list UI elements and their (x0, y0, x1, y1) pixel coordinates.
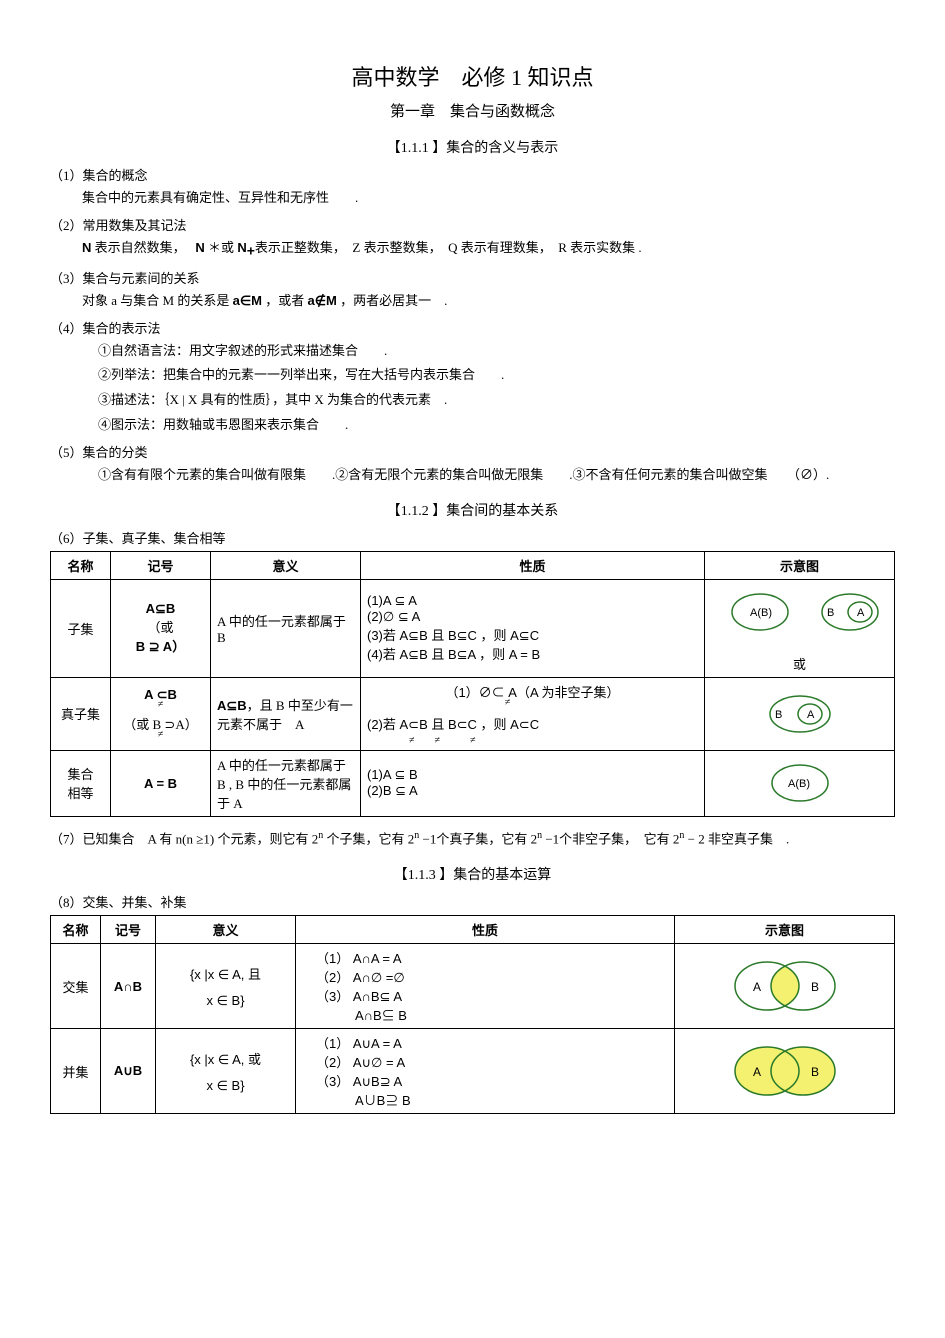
th-name: 名称 (51, 551, 111, 579)
th-sym: 记号 (101, 916, 156, 944)
th-prop: 性质 (361, 551, 705, 579)
cell-name: 子集 (51, 579, 111, 677)
p4-3: ③描述法：｛X | X 具有的性质｝，其中 X 为集合的代表元素 . (50, 390, 895, 411)
p1-body: 集合中的元素具有确定性、互异性和无序性 . (50, 188, 895, 209)
page-title: 高中数学 必修 1 知识点 (50, 60, 895, 92)
section-112: 【1.1.2 】集合间的基本关系 (50, 500, 895, 520)
p4-4: ④图示法：用数轴或韦恩图来表示集合 . (50, 415, 895, 436)
cell-meaning: {x |x ∈ A, 且 x ∈ B} (156, 944, 296, 1029)
th-prop: 性质 (296, 916, 675, 944)
p5-head: （5）集合的分类 (50, 442, 895, 461)
table-row: 并集 A∪B {x |x ∈ A, 或 x ∈ B} （1） A∪A = A （… (51, 1029, 895, 1114)
table-header-row: 名称 记号 意义 性质 示意图 (51, 916, 895, 944)
relations-table: 名称 记号 意义 性质 示意图 子集 A⊆B （或 B ⊇ A） A 中的任一元… (50, 551, 895, 817)
section-111: 【1.1.1 】集合的含义与表示 (50, 137, 895, 157)
cell-name: 真子集 (51, 677, 111, 750)
p2-head: （2）常用数集及其记法 (50, 215, 895, 234)
section-113: 【1.1.3 】集合的基本运算 (50, 864, 895, 884)
svg-text:A(B): A(B) (750, 607, 772, 619)
cell-name: 交集 (51, 944, 101, 1029)
p2-body: N 表示自然数集， N ＊或 N+表示正整数集， Z 表示整数集， Q 表示有理… (50, 238, 895, 262)
venn-equal-icon: A(B) (755, 758, 845, 808)
cell-sym: A ⊂B ≠ （或 B ⊃A） ≠ (111, 677, 211, 750)
svg-text:A: A (857, 607, 865, 619)
venn-subset-icon: A(B) B A (715, 584, 885, 654)
cell-name: 并集 (51, 1029, 101, 1114)
th-diag: 示意图 (675, 916, 895, 944)
cell-sym: A∩B (101, 944, 156, 1029)
p4-2: ②列举法：把集合中的元素一一列举出来，写在大括号内表示集合 . (50, 365, 895, 386)
cell-meaning: {x |x ∈ A, 或 x ∈ B} (156, 1029, 296, 1114)
venn-union-icon: A B (705, 1036, 865, 1106)
svg-text:A: A (753, 1065, 761, 1079)
svg-text:A(B): A(B) (788, 778, 810, 790)
svg-text:A: A (753, 980, 761, 994)
svg-text:A: A (807, 709, 815, 721)
cell-meaning: A⊆BA⊆B，且 B 中至少有一元素不属于 A，且 B 中至少有一元素不属于 A (211, 677, 361, 750)
th-meaning: 意义 (156, 916, 296, 944)
cell-prop: (1)A ⊆ A (2)∅ ⊆ A (3)若 A⊆B 且 B⊆C ，则 A⊆C … (361, 579, 705, 677)
svg-text:B: B (811, 980, 819, 994)
table-row: 子集 A⊆B （或 B ⊇ A） A 中的任一元素都属于 B (1)A ⊆ A … (51, 579, 895, 677)
table-row: 真子集 A ⊂B ≠ （或 B ⊃A） ≠ A⊆BA⊆B，且 B 中至少有一元素… (51, 677, 895, 750)
th-sym: 记号 (111, 551, 211, 579)
p4-1: ①自然语言法：用文字叙述的形式来描述集合 . (50, 341, 895, 362)
cell-diag: B A (705, 677, 895, 750)
cell-prop: （1）∅⊂ A（A 为非空子集） ≠ (2)若 A⊂B 且 B⊂C ，则 A⊂C… (361, 677, 705, 750)
cell-sym: A = B (111, 750, 211, 816)
table-row: 集合 相等 A = B A 中的任一元素都属于 B , B 中的任一元素都属于 … (51, 750, 895, 816)
chapter-title: 第一章 集合与函数概念 (50, 100, 895, 121)
cell-prop: （1） A∪A = A （2） A∪∅ = A （3） A∪B⊇ A A∪B⊇ … (296, 1029, 675, 1114)
p3-body: 对象 a 与集合 M 的关系是 a∈M ，或者 a∉M ，两者必居其一 . (50, 291, 895, 312)
p1-head: （1）集合的概念 (50, 165, 895, 184)
svg-text:B: B (811, 1065, 819, 1079)
p7: （7）已知集合 A 有 n(n ≥1) 个元素，则它有 2n 个子集，它有 2n… (50, 827, 895, 851)
p5-body: ①含有有限个元素的集合叫做有限集 .②含有无限个元素的集合叫做无限集 .③不含有… (50, 465, 895, 486)
cell-sym: A⊆B （或 B ⊇ A） (111, 579, 211, 677)
cell-name: 集合 相等 (51, 750, 111, 816)
cell-meaning: A 中的任一元素都属于 B , B 中的任一元素都属于 A (211, 750, 361, 816)
venn-intersection-icon: A B (705, 951, 865, 1021)
p8-head: （8）交集、并集、补集 (50, 892, 895, 911)
th-diag: 示意图 (705, 551, 895, 579)
p4-head: （4）集合的表示法 (50, 318, 895, 337)
table-row: 交集 A∩B {x |x ∈ A, 且 x ∈ B} （1） A∩A = A （… (51, 944, 895, 1029)
cell-diag: A(B) (705, 750, 895, 816)
p3-head: （3）集合与元素间的关系 (50, 268, 895, 287)
cell-diag: A B (675, 944, 895, 1029)
cell-sym: A∪B (101, 1029, 156, 1114)
cell-prop: (1)A ⊆ B (2)B ⊆ A (361, 750, 705, 816)
cell-prop: （1） A∩A = A （2） A∩∅ =∅ （3） A∩B⊆ A A∩B⊆ B (296, 944, 675, 1029)
cell-diag: A(B) B A 或 (705, 579, 895, 677)
p6-head: （6）子集、真子集、集合相等 (50, 528, 895, 547)
th-name: 名称 (51, 916, 101, 944)
cell-diag: A B (675, 1029, 895, 1114)
operations-table: 名称 记号 意义 性质 示意图 交集 A∩B {x |x ∈ A, 且 x ∈ … (50, 915, 895, 1114)
cell-meaning: A 中的任一元素都属于 B (211, 579, 361, 677)
svg-text:B: B (827, 607, 834, 619)
table-header-row: 名称 记号 意义 性质 示意图 (51, 551, 895, 579)
svg-text:B: B (775, 709, 782, 721)
th-meaning: 意义 (211, 551, 361, 579)
venn-proper-subset-icon: B A (755, 689, 845, 739)
